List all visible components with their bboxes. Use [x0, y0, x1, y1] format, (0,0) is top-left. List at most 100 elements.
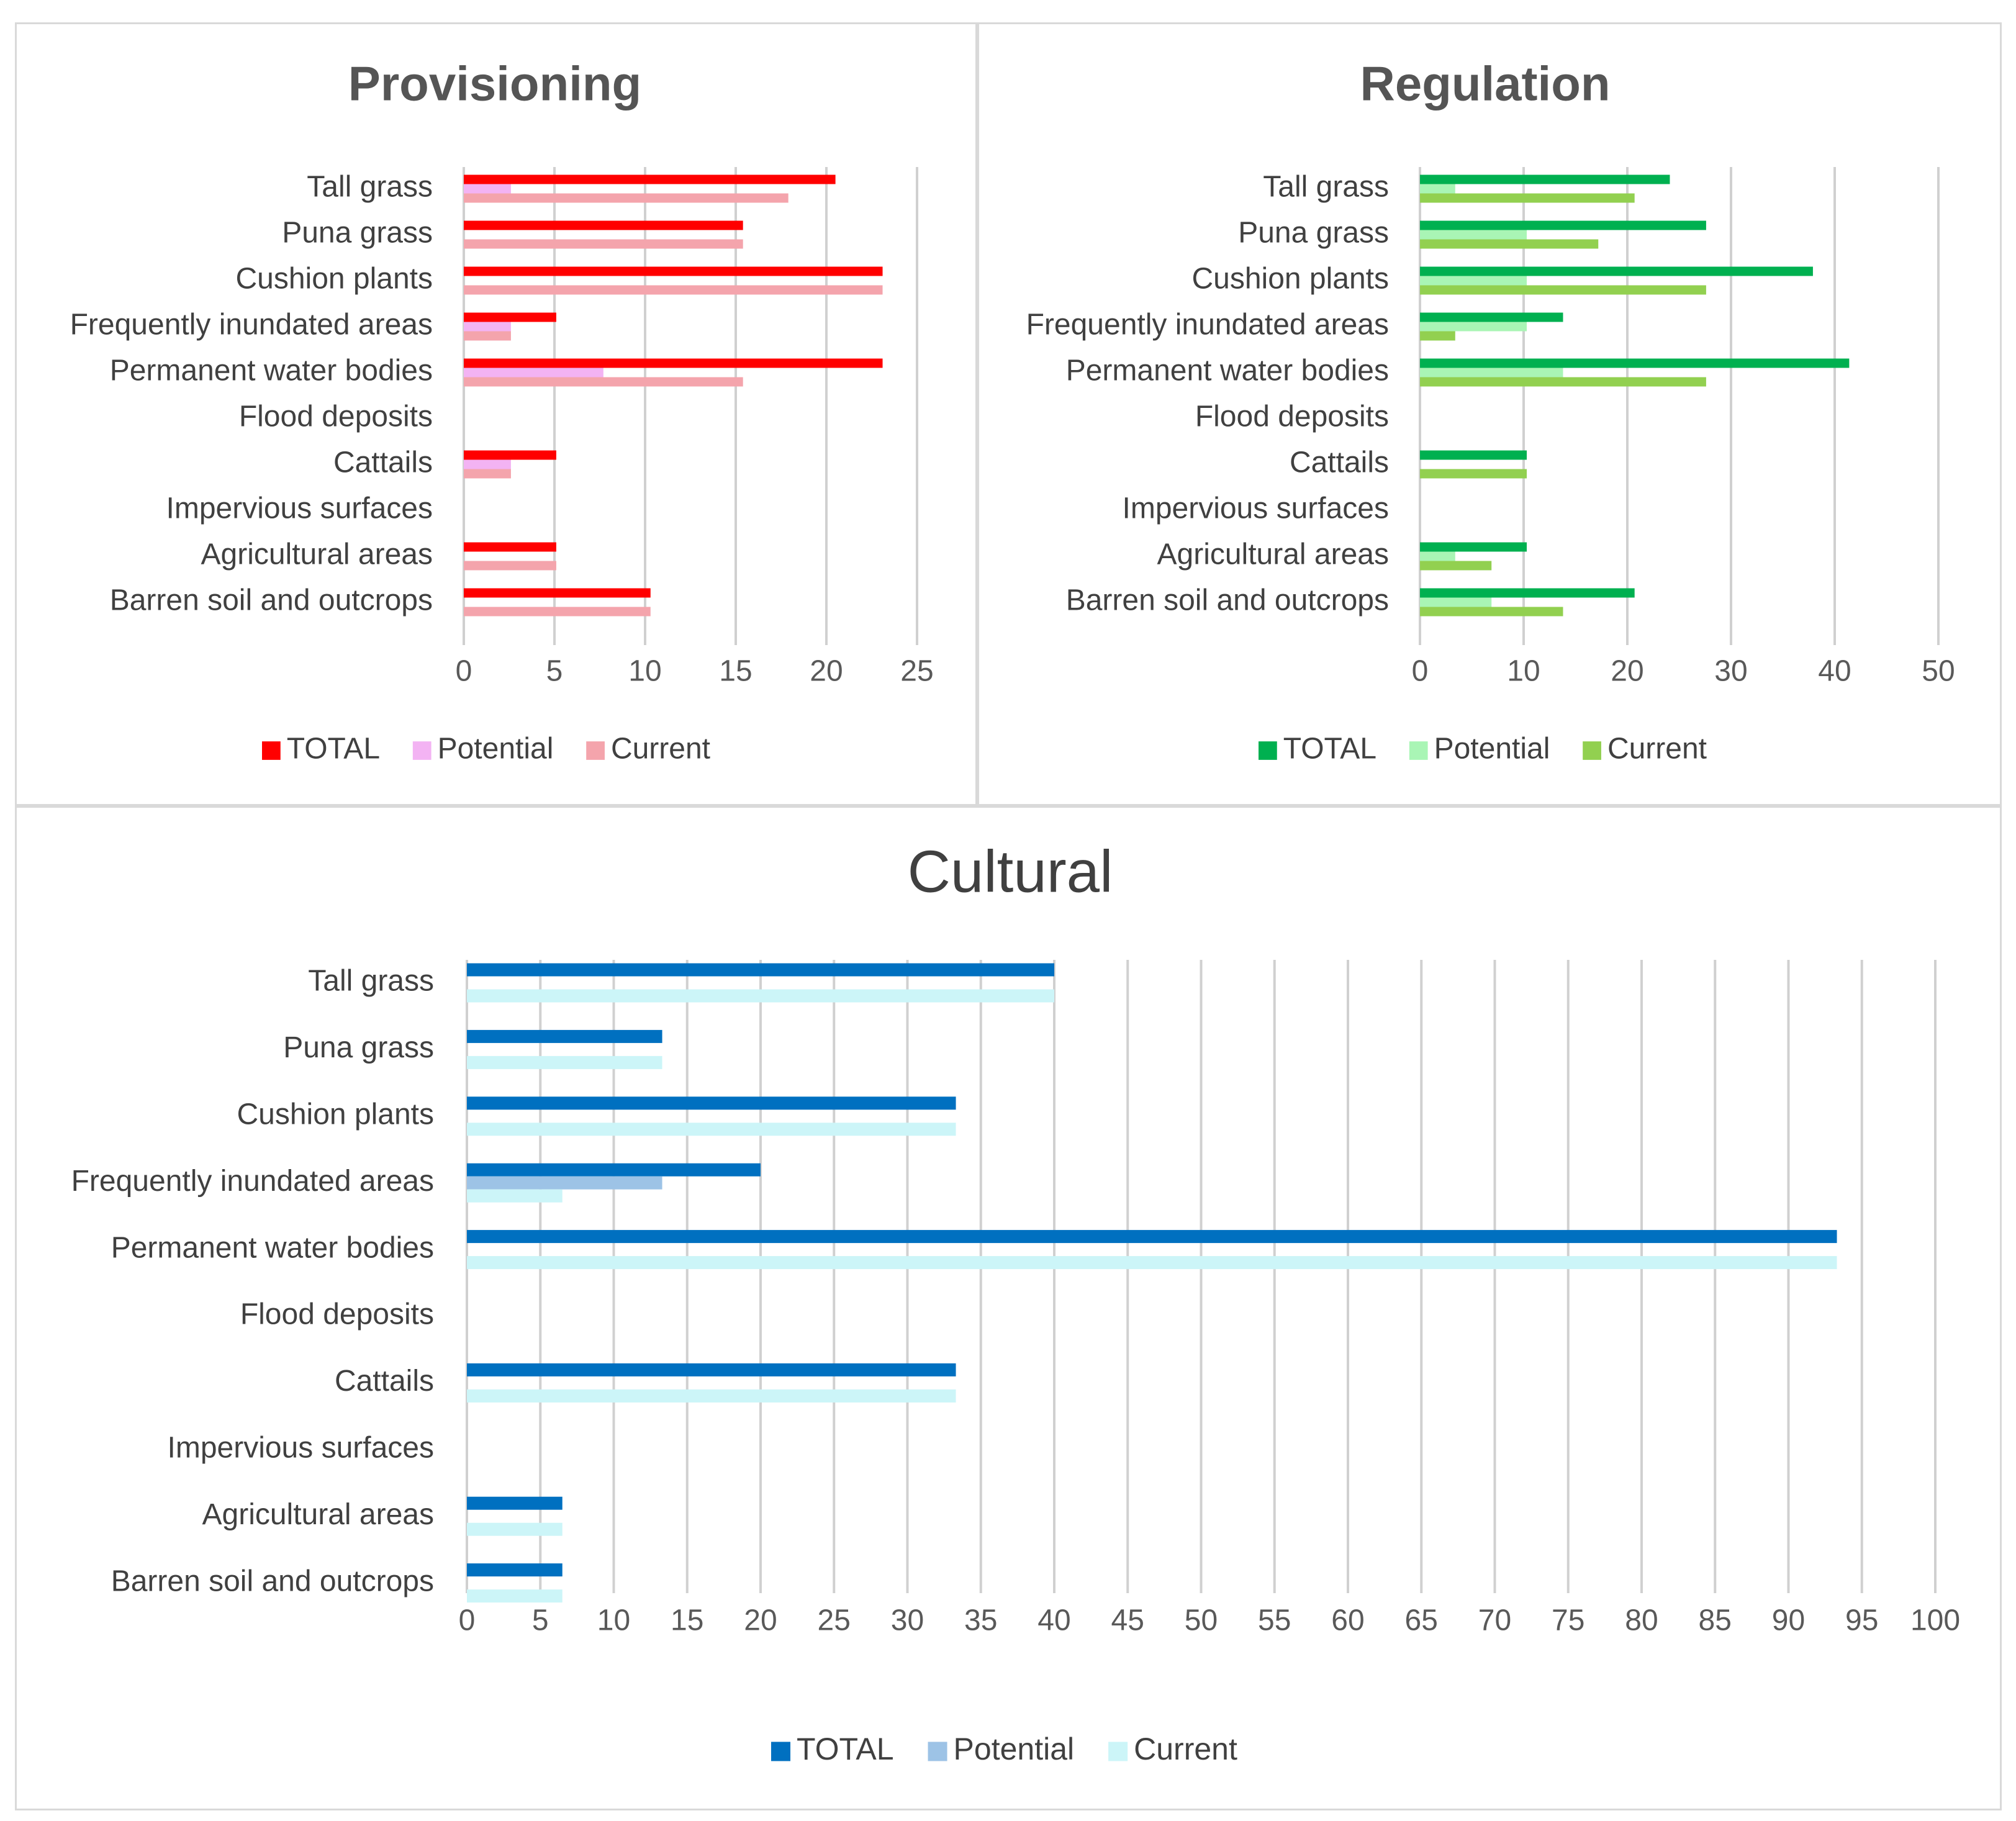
cult-category-label-tall-grass: Tall grass: [308, 965, 434, 998]
cult-bar-current-barren-soil-and-outcrops: [467, 1589, 563, 1603]
cult-x-tick-label: 45: [1111, 1604, 1144, 1637]
reg-legend-label-potential: Potential: [1434, 733, 1550, 766]
cult-x-tick-label: 20: [744, 1604, 777, 1637]
prov-bar-potential-tall-grass: [464, 184, 511, 194]
cult-x-tick-label: 40: [1037, 1604, 1070, 1637]
reg-bar-total-agricultural-areas: [1420, 542, 1527, 552]
prov-bar-current-cattails: [464, 469, 511, 479]
prov-bar-current-cushion-plants: [464, 285, 883, 295]
reg-x-tick-label: 0: [1412, 655, 1429, 688]
cult-bar-current-permanent-water-bodies: [467, 1256, 1837, 1270]
cult-x-tick-label: 65: [1405, 1604, 1438, 1637]
prov-bar-current-agricultural-areas: [464, 561, 556, 571]
cult-x-tick-label: 25: [818, 1604, 851, 1637]
reg-category-label-tall-grass: Tall grass: [1263, 171, 1389, 204]
cult-x-tick-label: 95: [1845, 1604, 1878, 1637]
cult-x-tick-label: 5: [532, 1604, 549, 1637]
prov-category-label-permanent-water-bodies: Permanent water bodies: [110, 355, 433, 387]
prov-category-label-puna-grass: Puna grass: [282, 217, 433, 250]
cult-bar-total-frequently-inundated-areas: [467, 1163, 761, 1177]
cult-bar-total-permanent-water-bodies: [467, 1230, 1837, 1244]
cultural-chart-panel: Cultural 0 5 10 15 20 25 30 35 40 45 50 55 60 65 70 75 80…: [15, 806, 2002, 1810]
prov-category-label-cushion-plants: Cushion plants: [235, 263, 433, 296]
reg-bar-potential-permanent-water-bodies: [1420, 368, 1563, 377]
prov-legend-swatch-potential: [412, 741, 432, 760]
reg-bar-potential-barren-soil-and-outcrops: [1420, 597, 1492, 607]
cult-bar-current-frequently-inundated-areas: [467, 1189, 563, 1203]
reg-x-tick-label: 40: [1818, 655, 1851, 688]
cult-x-tick-label: 100: [1910, 1604, 1960, 1637]
reg-category-label-impervious-surfaces: Impervious surfaces: [1123, 492, 1390, 525]
prov-bar-current-frequently-inundated-areas: [464, 331, 511, 341]
cult-x-tick-label: 75: [1552, 1604, 1584, 1637]
cult-category-label-cattails: Cattails: [335, 1365, 434, 1398]
prov-bar-total-barren-soil-and-outcrops: [464, 588, 651, 598]
reg-bar-total-frequently-inundated-areas: [1420, 312, 1563, 322]
reg-bar-current-puna-grass: [1420, 239, 1599, 249]
reg-bar-potential-cushion-plants: [1420, 276, 1527, 286]
prov-bar-potential-permanent-water-bodies: [464, 368, 603, 377]
prov-category-label-impervious-surfaces: Impervious surfaces: [166, 492, 433, 525]
prov-bar-total-tall-grass: [464, 174, 836, 184]
prov-bar-total-permanent-water-bodies: [464, 358, 883, 368]
cult-bar-total-cattails: [467, 1363, 956, 1376]
cult-x-tick-label: 60: [1331, 1604, 1364, 1637]
prov-category-label-agricultural-areas: Agricultural areas: [201, 538, 433, 571]
prov-bar-total-agricultural-areas: [464, 542, 556, 552]
prov-category-label-frequently-inundated-areas: Frequently inundated areas: [70, 309, 433, 341]
cult-bar-current-agricultural-areas: [467, 1522, 563, 1536]
regulation-chart: Regulation 0 10 20 30 40 50 Tall grass Puna gras…: [1026, 56, 1955, 766]
cult-x-tick-label: 10: [597, 1604, 630, 1637]
cult-legend-label-current: Current: [1134, 1732, 1237, 1766]
prov-legend-swatch-total: [262, 741, 281, 760]
cult-legend-label-total: TOTAL: [797, 1732, 894, 1766]
prov-chart-title: Provisioning: [348, 56, 641, 111]
prov-bar-current-barren-soil-and-outcrops: [464, 607, 651, 617]
cult-legend-swatch-potential: [928, 1742, 947, 1761]
prov-legend-label-potential: Potential: [438, 733, 554, 766]
reg-x-tick-label: 20: [1611, 655, 1643, 688]
cult-chart-title: Cultural: [908, 838, 1113, 905]
cult-x-tick-label: 30: [891, 1604, 924, 1637]
reg-bar-current-cattails: [1420, 469, 1527, 479]
prov-x-tick-label: 5: [546, 655, 563, 688]
provisioning-chart-panel: Provisioning 0 5 10 15 20 25 Tall grass Puna gra…: [15, 22, 977, 806]
reg-bar-total-cattails: [1420, 450, 1527, 460]
reg-x-tick-label: 50: [1922, 655, 1955, 688]
prov-bar-total-frequently-inundated-areas: [464, 312, 556, 322]
cult-bar-current-cattails: [467, 1389, 956, 1403]
cult-bar-total-agricultural-areas: [467, 1496, 563, 1510]
cult-bar-current-tall-grass: [467, 989, 1054, 1003]
prov-legend-label-total: TOTAL: [287, 733, 380, 766]
cult-category-label-frequently-inundated-areas: Frequently inundated areas: [71, 1165, 434, 1198]
cult-x-tick-label: 70: [1478, 1604, 1511, 1637]
reg-bar-potential-frequently-inundated-areas: [1420, 322, 1527, 332]
cult-x-tick-label: 35: [964, 1604, 997, 1637]
cult-x-tick-label: 50: [1185, 1604, 1218, 1637]
reg-bar-total-tall-grass: [1420, 174, 1670, 184]
reg-bar-total-barren-soil-and-outcrops: [1420, 588, 1635, 598]
cult-legend-swatch-total: [771, 1742, 790, 1761]
reg-legend-swatch-potential: [1409, 741, 1428, 760]
reg-bar-current-agricultural-areas: [1420, 561, 1492, 571]
cult-x-tick-label: 0: [459, 1604, 476, 1637]
cult-bar-total-cushion-plants: [467, 1096, 956, 1110]
prov-category-label-cattails: Cattails: [333, 446, 433, 479]
prov-x-tick-label: 0: [456, 655, 472, 688]
reg-bar-potential-tall-grass: [1420, 184, 1455, 194]
cult-category-label-agricultural-areas: Agricultural areas: [202, 1498, 435, 1531]
reg-legend-label-current: Current: [1607, 733, 1707, 766]
reg-bar-current-frequently-inundated-areas: [1420, 331, 1455, 341]
prov-category-label-tall-grass: Tall grass: [307, 171, 433, 204]
reg-bar-potential-puna-grass: [1420, 230, 1527, 240]
cult-bar-potential-frequently-inundated-areas: [467, 1176, 662, 1190]
prov-legend-swatch-current: [586, 741, 605, 760]
reg-bar-current-tall-grass: [1420, 193, 1635, 203]
prov-x-tick-label: 25: [900, 655, 933, 688]
prov-bar-potential-frequently-inundated-areas: [464, 322, 511, 332]
cult-x-tick-label: 90: [1772, 1604, 1805, 1637]
prov-x-tick-label: 15: [719, 655, 752, 688]
reg-legend-label-total: TOTAL: [1283, 733, 1376, 766]
cult-x-tick-label: 85: [1699, 1604, 1732, 1637]
reg-bar-total-puna-grass: [1420, 220, 1706, 230]
